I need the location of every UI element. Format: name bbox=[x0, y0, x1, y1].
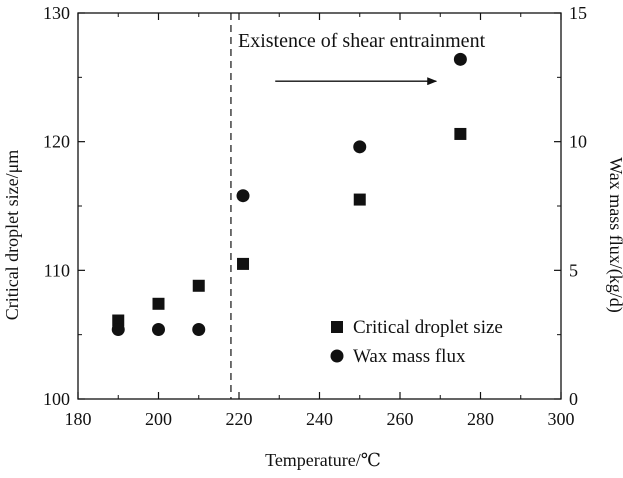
plot-frame bbox=[77, 12, 562, 400]
y-left-tick-label: 100 bbox=[43, 389, 70, 409]
series-wax-mass-flux bbox=[111, 52, 467, 337]
y-right-tick-label: 0 bbox=[569, 389, 578, 409]
y-right-tick-label: 10 bbox=[569, 132, 587, 152]
data-point-square bbox=[454, 127, 467, 140]
y-left-tick-label: 120 bbox=[43, 132, 70, 152]
legend: Critical droplet size Wax mass flux bbox=[330, 317, 503, 367]
y-left-tick-label: 130 bbox=[43, 3, 70, 23]
data-point-circle bbox=[152, 323, 165, 337]
data-point-circle bbox=[111, 323, 125, 337]
x-tick-label: 220 bbox=[226, 409, 253, 429]
x-axis-label: Temperature/℃ bbox=[265, 450, 381, 470]
y-right-axis-label: Wax mass flux/(kg/d) bbox=[605, 157, 623, 313]
data-point-square bbox=[353, 193, 366, 206]
tick-layer: 180 200 220 240 260 280 300 100 110 120 130 0 5 10 15 bbox=[43, 3, 587, 429]
data-point-circle bbox=[236, 189, 250, 203]
annotation-text: Existence of shear entrainment bbox=[238, 30, 486, 52]
y-right-tick-label: 5 bbox=[569, 260, 578, 280]
x-tick-label: 280 bbox=[467, 409, 494, 429]
y-left-tick-label: 110 bbox=[44, 260, 70, 280]
data-point-circle bbox=[453, 52, 467, 66]
x-tick-label: 180 bbox=[65, 409, 92, 429]
y-left-axis-label: Critical droplet size/μm bbox=[2, 150, 22, 321]
data-point-square bbox=[192, 279, 205, 292]
legend-label: Wax mass flux bbox=[353, 346, 466, 367]
legend-label: Critical droplet size bbox=[353, 317, 503, 338]
data-point-square bbox=[237, 257, 250, 270]
data-point-circle bbox=[353, 140, 367, 154]
data-point-circle bbox=[192, 323, 206, 337]
series-critical-droplet-size bbox=[112, 127, 467, 327]
legend-marker-square bbox=[331, 321, 343, 333]
y-right-tick-label: 15 bbox=[569, 3, 587, 23]
x-tick-label: 240 bbox=[306, 409, 333, 429]
annotation-layer: Existence of shear entrainment bbox=[238, 30, 486, 86]
data-point-square bbox=[112, 314, 125, 327]
data-point-square bbox=[152, 297, 165, 310]
x-tick-label: 200 bbox=[145, 409, 172, 429]
x-tick-label: 260 bbox=[387, 409, 414, 429]
legend-marker-circle bbox=[330, 349, 344, 363]
data-marks bbox=[111, 13, 467, 399]
x-tick-label: 300 bbox=[548, 409, 575, 429]
plot-border bbox=[77, 12, 562, 400]
